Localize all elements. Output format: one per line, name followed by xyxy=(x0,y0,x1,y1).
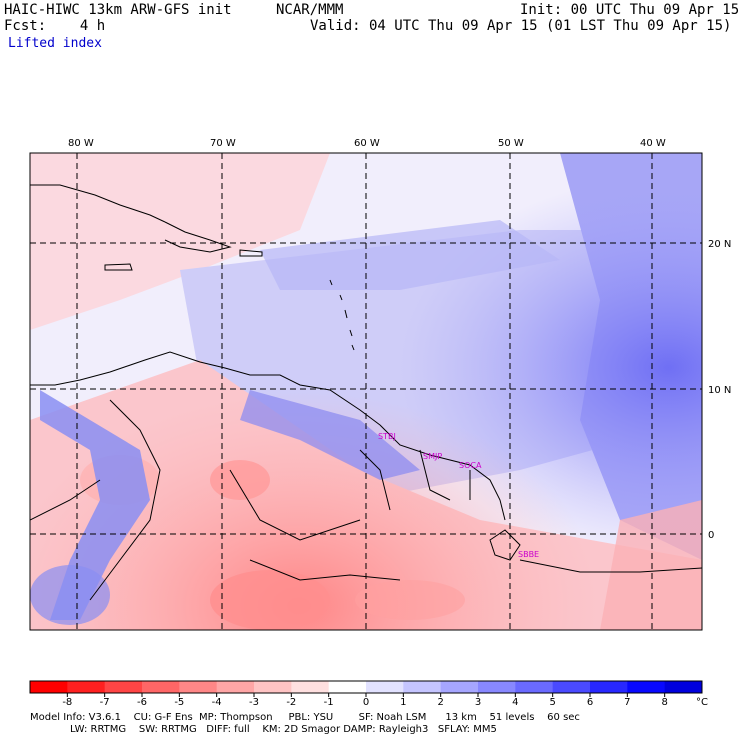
colorbar-swatch xyxy=(590,681,628,693)
colorbar-tick-label: 0 xyxy=(363,697,369,708)
colorbar-swatch xyxy=(478,681,516,693)
colorbar-swatch xyxy=(67,681,106,693)
colorbar-tick-label: 1 xyxy=(400,697,406,708)
colorbar-tick-label: -8 xyxy=(62,697,72,708)
colorbar-swatch xyxy=(30,681,68,693)
colorbar-tick-label: -3 xyxy=(249,697,259,708)
colorbar-swatch xyxy=(627,681,666,693)
colorbar-swatch xyxy=(179,681,218,693)
coastlines xyxy=(30,184,702,601)
lat-label: 10 N xyxy=(708,385,731,396)
lon-label: 80 W xyxy=(68,138,94,149)
colorbar-swatch xyxy=(291,681,330,693)
colorbar-unit: °C xyxy=(696,697,708,708)
colorbar-swatch xyxy=(216,681,255,693)
colorbar-tick-label: 2 xyxy=(437,697,443,708)
station-label: SMJP xyxy=(423,452,442,461)
colorbar-tick-label: 6 xyxy=(587,697,593,708)
colorbar xyxy=(29,680,703,694)
colorbar-swatch xyxy=(515,681,554,693)
model-info-line1: Model Info: V3.6.1 CU: G-F Ens MP: Thomp… xyxy=(30,712,580,723)
valid-time: Valid: 04 UTC Thu 09 Apr 15 (01 LST Thu … xyxy=(310,18,732,34)
colorbar-tick-label: 8 xyxy=(661,697,667,708)
model-title: HAIC-HIWC 13km ARW-GFS init xyxy=(4,2,232,18)
colorbar-tick-label: -4 xyxy=(212,697,222,708)
colorbar-tick-label: -1 xyxy=(324,697,334,708)
colorbar-swatch xyxy=(104,681,143,693)
colorbar-swatch xyxy=(366,681,404,693)
map-frame xyxy=(29,152,703,631)
colorbar-swatch xyxy=(440,681,479,693)
lifted-index-field xyxy=(30,153,702,630)
colorbar-swatch xyxy=(664,681,703,693)
colorbar-tick-label: -2 xyxy=(286,697,296,708)
station-label: SBBE xyxy=(518,550,539,559)
model-info-line2: LW: RRTMG SW: RRTMG DIFF: full KM: 2D Sm… xyxy=(70,724,497,735)
field-name: Lifted index xyxy=(8,36,102,51)
org-label: NCAR/MMM xyxy=(276,2,344,18)
forecast-hour: Fcst: 4 h xyxy=(4,18,106,34)
colorbar-swatch xyxy=(328,681,367,693)
colorbar-tick-label: 7 xyxy=(624,697,630,708)
colorbar-tick-label: -7 xyxy=(100,697,110,708)
colorbar-swatch xyxy=(254,681,292,693)
colorbar-swatch xyxy=(552,681,591,693)
init-time: Init: 00 UTC Thu 09 Apr 15 xyxy=(520,2,740,18)
lat-label: 20 N xyxy=(708,239,731,250)
colorbar-tick-label: 3 xyxy=(475,697,481,708)
graticule xyxy=(30,153,702,630)
colorbar-tick-label: 5 xyxy=(549,697,555,708)
colorbar-tick-label: -6 xyxy=(137,697,147,708)
lon-label: 40 W xyxy=(640,138,666,149)
lat-label: 0 xyxy=(708,530,714,541)
colorbar-tick-label: 4 xyxy=(512,697,518,708)
lon-label: 50 W xyxy=(498,138,524,149)
colorbar-swatch xyxy=(142,681,180,693)
lon-label: 70 W xyxy=(210,138,236,149)
station-label: SOCA xyxy=(459,461,482,470)
colorbar-swatch xyxy=(403,681,442,693)
colorbar-tick-label: -5 xyxy=(174,697,184,708)
lon-label: 60 W xyxy=(354,138,380,149)
station-label: STBJ xyxy=(378,432,396,441)
colorbar-ticks: -8 -7 -6 -5 -4 -3 -2 -1 0 1 2 3 4 5 6 7 8 xyxy=(62,693,668,708)
